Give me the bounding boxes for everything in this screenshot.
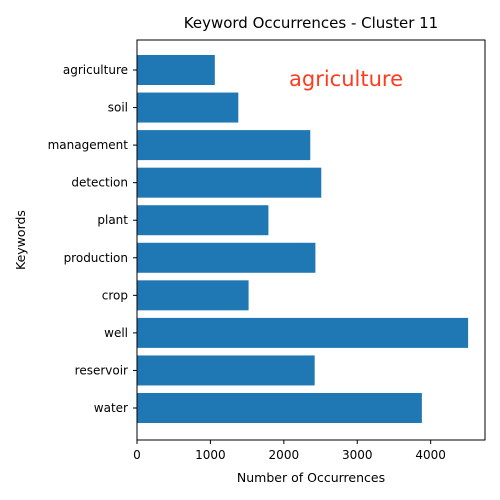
x-axis-ticks: 0 1000 2000 3000 4000 [133,440,446,462]
y-axis-label: Keywords [13,210,28,270]
bar-well [137,317,469,348]
y-tick-label: production [64,251,128,265]
x-tick-label: 0 [133,448,141,462]
x-tick-label: 4000 [415,448,446,462]
bar-management [137,130,311,161]
bar-crop [137,280,249,311]
x-tick-label: 2000 [269,448,300,462]
x-tick-label: 3000 [342,448,373,462]
chart-title: Keyword Occurrences - Cluster 11 [184,14,438,32]
y-tick-label: agriculture [63,63,128,77]
y-tick-label: soil [108,101,128,115]
x-tick-label: 1000 [195,448,226,462]
x-axis-label: Number of Occurrences [237,470,385,485]
bar-reservoir [137,355,315,386]
y-tick-label: plant [97,213,128,227]
bar-agriculture [137,55,215,85]
bar-soil [137,92,239,123]
bar-production [137,242,316,273]
annotation-text: agriculture [289,67,403,91]
y-axis-ticks: agriculture soil management detection plant p… [48,63,137,415]
bar-detection [137,167,322,198]
y-tick-label: well [104,326,128,340]
bar-water [137,393,422,423]
y-tick-label: management [48,138,129,152]
y-tick-label: water [94,401,128,415]
plot-frame [136,39,486,441]
bar-plant [137,205,269,236]
bars-group [137,55,469,423]
y-tick-label: crop [102,288,128,302]
y-tick-label: detection [71,176,128,190]
y-tick-label: reservoir [75,363,128,377]
